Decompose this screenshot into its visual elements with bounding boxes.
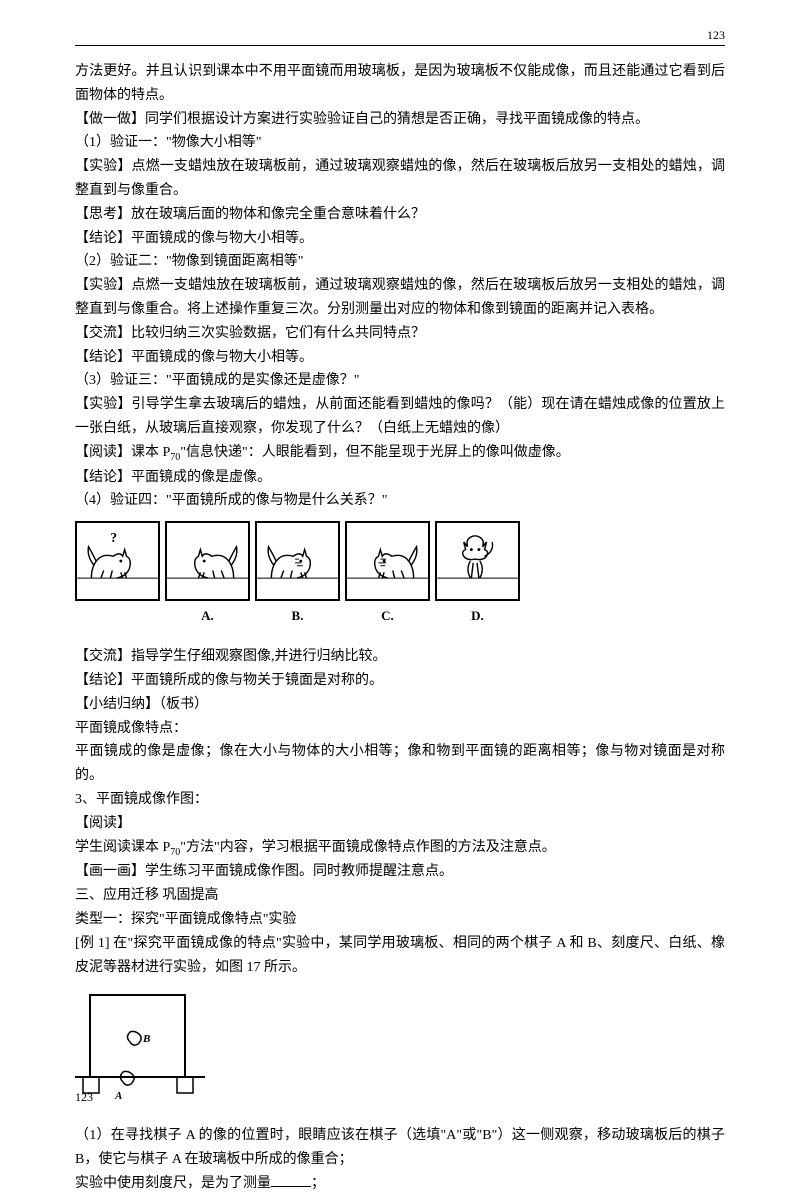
paragraph: 平面镜成的像是虚像；像在大小与物体的大小相等；像和物到平面镜的距离相等；像与物对… (75, 740, 725, 788)
image-labels-row: A. B. C. D. (75, 605, 725, 627)
mirror-experiment-icon: B A (75, 987, 205, 1107)
text: 学生阅读课本 P (75, 840, 170, 855)
paragraph: 【阅读】课本 P70"信息快递"：人眼能看到，但不能呈现于光屏上的像叫做虚像。 (75, 441, 725, 466)
fill-blank (271, 1173, 311, 1187)
subscript: 70 (170, 452, 180, 463)
paragraph: 【交流】指导学生仔细观察图像,并进行归纳比较。 (75, 645, 725, 669)
subscript: 70 (170, 846, 180, 857)
paragraph: 三、应用迁移 巩固提高 (75, 884, 725, 908)
paragraph: 【实验】引导学生拿去玻璃后的蜡烛，从前面还能看到蜡烛的像吗？（能）现在请在蜡烛成… (75, 393, 725, 441)
cat-c-icon (347, 523, 428, 599)
image-label-c: C. (345, 605, 430, 627)
paragraph: 【实验】点燃一支蜡烛放在玻璃板前，通过玻璃观察蜡烛的像，然后在玻璃板后放另一支相… (75, 274, 725, 322)
mirror-experiment-figure: B A (75, 987, 725, 1116)
paragraph: 【结论】平面镜所成的像与物关于镜面是对称的。 (75, 669, 725, 693)
label-b: B (142, 1033, 150, 1045)
paragraph: 【结论】平面镜成的像是虚像。 (75, 466, 725, 490)
header-line (75, 45, 725, 46)
text: 实验中使用刻度尺，是为了测量 (75, 1176, 271, 1191)
page-number-bottom: 123 (75, 1087, 93, 1107)
cat-a-icon (167, 523, 248, 599)
label-a: A (114, 1090, 122, 1102)
text: "方法"内容，学习根据平面镜成像特点作图的方法及注意点。 (180, 840, 555, 855)
paragraph: 【做一做】同学们根据设计方案进行实验验证自己的猜想是否正确，寻找平面镜成像的特点… (75, 108, 725, 132)
paragraph: （4）验证四："平面镜所成的像与物是什么关系？" (75, 489, 725, 513)
svg-text:?: ? (110, 530, 117, 545)
paragraph: 3、平面镜成像作图： (75, 788, 725, 812)
paragraph: 【小结归纳】（板书） (75, 693, 725, 717)
paragraph: 学生阅读课本 P70"方法"内容，学习根据平面镜成像特点作图的方法及注意点。 (75, 836, 725, 861)
cat-panel-a (165, 521, 250, 601)
cat-image-row: ? (75, 521, 725, 601)
text: 【阅读】课本 P (75, 445, 170, 460)
cat-panel-question: ? (75, 521, 160, 601)
paragraph: 【交流】比较归纳三次实验数据，它们有什么共同特点？ (75, 322, 725, 346)
paragraph: 【思考】放在玻璃后面的物体和像完全重合意味着什么？ (75, 203, 725, 227)
text: "信息快递"：人眼能看到，但不能呈现于光屏上的像叫做虚像。 (180, 445, 569, 460)
paragraph: （2）验证二："物像到镜面距离相等" (75, 250, 725, 274)
paragraph: 实验中使用刻度尺，是为了测量 ； (75, 1172, 725, 1196)
paragraph: 类型一：探究"平面镜成像特点"实验 (75, 908, 725, 932)
text: ； (311, 1176, 325, 1191)
image-label-b: B. (255, 605, 340, 627)
cat-panel-d (435, 521, 520, 601)
paragraph: 平面镜成像特点： (75, 717, 725, 741)
image-label-d: D. (435, 605, 520, 627)
cat-panel-c (345, 521, 430, 601)
cat-question-icon: ? (77, 523, 158, 599)
paragraph: 【结论】平面镜成的像与物大小相等。 (75, 227, 725, 251)
paragraph: 【实验】点燃一支蜡烛放在玻璃板前，通过玻璃观察蜡烛的像，然后在玻璃板后放另一支相… (75, 155, 725, 203)
paragraph: 方法更好。并且认识到课本中不用平面镜而用玻璃板，是因为玻璃板不仅能成像，而且还能… (75, 60, 725, 108)
paragraph: 【阅读】 (75, 812, 725, 836)
paragraph: 【画一画】学生练习平面镜成像作图。同时教师提醒注意点。 (75, 860, 725, 884)
cat-panel-b (255, 521, 340, 601)
document-content: 方法更好。并且认识到课本中不用平面镜而用玻璃板，是因为玻璃板不仅能成像，而且还能… (75, 60, 725, 1196)
paragraph: [例 1] 在"探究平面镜成像的特点"实验中，某同学用玻璃板、相同的两个棋子 A… (75, 932, 725, 980)
image-label-a: A. (165, 605, 250, 627)
page-number-top: 123 (707, 25, 725, 45)
paragraph: （1）验证一："物像大小相等" (75, 131, 725, 155)
paragraph: （3）验证三："平面镜成的是实像还是虚像？" (75, 369, 725, 393)
paragraph: 【结论】平面镜成的像与物大小相等。 (75, 346, 725, 370)
cat-b-icon (257, 523, 338, 599)
cat-d-icon (437, 523, 518, 599)
paragraph: （1）在寻找棋子 A 的像的位置时，眼睛应该在棋子（选填"A"或"B"）这一侧观… (75, 1124, 725, 1172)
